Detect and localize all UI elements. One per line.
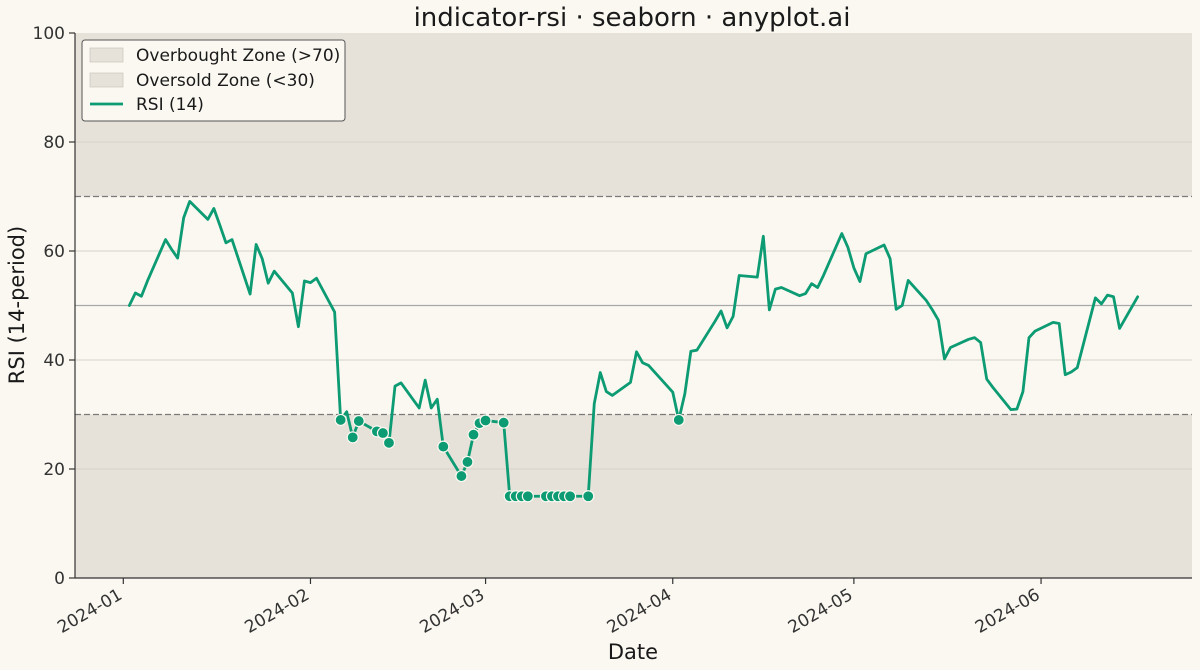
x-axis-label: Date <box>608 640 658 664</box>
oversold-point <box>455 469 468 483</box>
oversold-point <box>461 455 474 469</box>
chart-title: indicator-rsi · seaborn · anyplot.ai <box>414 3 851 33</box>
y-tick-label: 40 <box>43 351 65 371</box>
oversold-point <box>437 440 450 453</box>
legend-swatch-oversold <box>89 72 124 88</box>
x-tick-label: 2024-03 <box>417 585 489 638</box>
y-tick-label: 60 <box>43 242 65 262</box>
x-tick-label: 2024-01 <box>54 585 126 638</box>
y-axis-ticks: 0 20 40 60 80 100 <box>33 24 75 589</box>
oversold-zone <box>75 414 1192 578</box>
oversold-point <box>352 414 365 428</box>
legend-label-overbought: Overbought Zone (>70) <box>136 46 340 66</box>
oversold-point <box>497 416 510 429</box>
plot-area <box>75 33 1192 578</box>
y-axis-label: RSI (14-period) <box>5 226 29 384</box>
oversold-point <box>672 413 685 427</box>
oversold-point <box>521 490 534 503</box>
oversold-point <box>479 414 492 427</box>
oversold-point <box>346 431 359 444</box>
oversold-point <box>382 436 396 449</box>
y-tick-label: 20 <box>43 460 65 480</box>
rsi-series-line <box>127 200 1140 498</box>
oversold-markers <box>334 413 685 503</box>
x-tick-label: 2024-06 <box>972 585 1044 638</box>
oversold-point <box>334 413 347 427</box>
x-tick-label: 2024-04 <box>604 585 676 638</box>
legend-swatch-overbought <box>89 47 124 63</box>
oversold-point <box>563 490 577 503</box>
y-gridlines <box>75 141 1192 470</box>
oversold-point <box>467 428 480 441</box>
legend-label-rsi: RSI (14) <box>136 95 204 115</box>
legend-label-oversold: Oversold Zone (<30) <box>136 71 315 91</box>
y-tick-label: 80 <box>43 133 65 153</box>
oversold-point <box>376 426 390 440</box>
x-tick-label: 2024-02 <box>241 585 313 638</box>
x-axis-ticks: 2024-01 2024-02 2024-03 2024-04 2024-05 2024-… <box>54 578 1044 638</box>
legend-box <box>81 39 346 122</box>
y-tick-label: 0 <box>54 569 65 589</box>
y-tick-label: 100 <box>33 24 65 44</box>
oversold-point <box>582 490 595 503</box>
legend: Overbought Zone (>70) Oversold Zone (<30… <box>81 39 346 122</box>
x-tick-label: 2024-05 <box>785 585 857 638</box>
